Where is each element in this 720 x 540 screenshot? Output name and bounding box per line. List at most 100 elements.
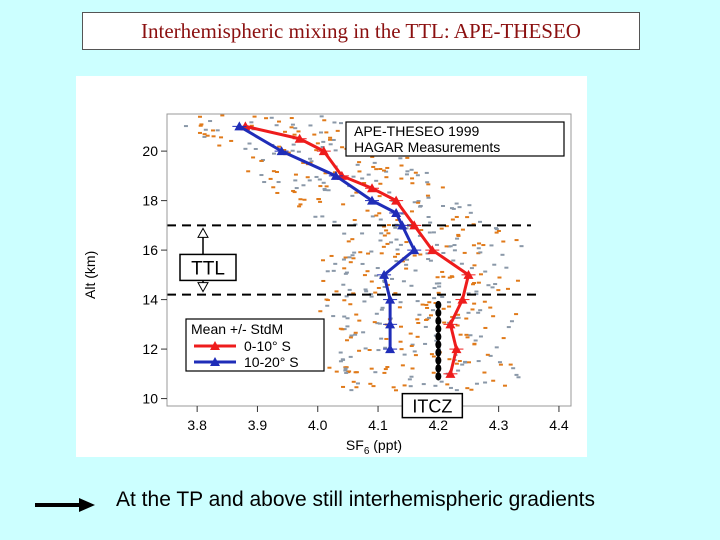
- scatter-point: [277, 145, 282, 148]
- series-line-1: [238, 125, 416, 350]
- scatter-point: [399, 348, 404, 351]
- scatter-point: [211, 135, 216, 138]
- scatter-point: [501, 240, 506, 243]
- scatter-point: [425, 318, 430, 321]
- scatter-point: [506, 326, 511, 329]
- scatter-point: [342, 267, 347, 270]
- scatter-point: [497, 276, 502, 279]
- scatter-point: [360, 177, 365, 180]
- scatter-point: [399, 177, 404, 180]
- scatter-point: [290, 149, 295, 152]
- itcz-dot: [435, 316, 442, 326]
- x-tick-label: 3.8: [187, 417, 207, 433]
- scatter-point: [378, 218, 383, 221]
- scatter-point: [491, 315, 496, 318]
- scatter-point: [409, 375, 414, 378]
- scatter-point: [417, 313, 422, 316]
- scatter-point: [320, 215, 325, 218]
- scatter-point: [442, 321, 447, 324]
- data-point: [330, 170, 341, 180]
- scatter-point: [418, 204, 423, 207]
- scatter-point: [400, 212, 405, 215]
- scatter-point: [415, 335, 420, 338]
- scatter-point: [332, 220, 337, 223]
- scatter-point: [373, 371, 378, 374]
- scatter-point: [409, 210, 414, 213]
- scatter-point: [440, 295, 445, 298]
- scatter-point: [511, 367, 516, 370]
- scatter-point: [352, 251, 357, 254]
- scatter-point: [434, 339, 439, 342]
- scatter-point: [329, 254, 334, 257]
- scatter-point: [286, 151, 291, 154]
- scatter-point: [466, 292, 471, 295]
- scatter-point: [416, 321, 421, 324]
- scatter-point: [202, 133, 207, 136]
- scatter-point: [435, 276, 440, 279]
- scatter-point: [319, 131, 324, 134]
- scatter-point: [464, 317, 469, 320]
- scatter-point: [348, 261, 353, 264]
- scatter-point: [383, 368, 388, 371]
- scatter-point: [488, 354, 493, 357]
- scatter-point: [423, 325, 428, 328]
- scatter-point: [375, 322, 380, 325]
- scatter-point: [353, 331, 358, 334]
- scatter-point: [253, 147, 258, 150]
- scatter-point: [427, 301, 432, 304]
- scatter-point: [471, 244, 476, 247]
- scatter-point: [318, 185, 323, 188]
- data-point: [318, 146, 329, 156]
- scatter-point: [413, 354, 418, 357]
- scatter-point: [452, 249, 457, 252]
- scatter-point: [412, 254, 417, 257]
- scatter-point: [462, 251, 467, 254]
- scatter-point: [447, 276, 452, 279]
- scatter-point: [385, 242, 390, 245]
- scatter-point: [465, 336, 470, 339]
- scatter-point: [444, 225, 449, 228]
- scatter-point: [360, 262, 365, 265]
- scatter-point: [474, 293, 479, 296]
- scatter-point: [439, 380, 444, 383]
- ttl-label-box: [179, 253, 237, 282]
- scatter-point: [498, 363, 503, 366]
- scatter-point: [408, 385, 413, 388]
- scatter-point: [324, 131, 329, 134]
- scatter-point: [405, 156, 410, 159]
- data-point: [234, 121, 245, 131]
- scatter-point: [352, 219, 357, 222]
- scatter-point: [417, 234, 422, 237]
- scatter-point: [386, 224, 391, 227]
- scatter-point: [402, 384, 407, 387]
- scatter-point: [252, 115, 257, 118]
- scatter-point: [277, 120, 282, 123]
- scatter-point: [341, 283, 346, 286]
- scatter-point: [338, 351, 343, 354]
- scatter-point: [338, 360, 343, 363]
- itcz-dot: [435, 364, 442, 373]
- legend-marker: [210, 357, 220, 366]
- info-box-line: HAGAR Measurements: [354, 139, 500, 155]
- scatter-point: [489, 244, 494, 247]
- data-point: [367, 195, 378, 205]
- itcz-dot: [435, 300, 442, 310]
- scatter-point: [249, 121, 254, 124]
- scatter-point: [432, 297, 437, 300]
- scatter-point: [384, 229, 389, 232]
- scatter-point: [393, 226, 398, 229]
- plot-frame: [166, 113, 572, 407]
- scatter-point: [217, 144, 222, 147]
- itcz-dot: [435, 332, 442, 341]
- scatter-point: [504, 266, 509, 269]
- scatter-point: [460, 228, 465, 231]
- data-point: [445, 368, 456, 378]
- scatter-point: [441, 204, 446, 207]
- scatter-point: [355, 163, 360, 166]
- scatter-point: [325, 270, 330, 273]
- scatter-point: [382, 234, 387, 237]
- scatter-point: [350, 254, 355, 257]
- itcz-dot: [435, 340, 442, 349]
- scatter-point: [344, 295, 349, 298]
